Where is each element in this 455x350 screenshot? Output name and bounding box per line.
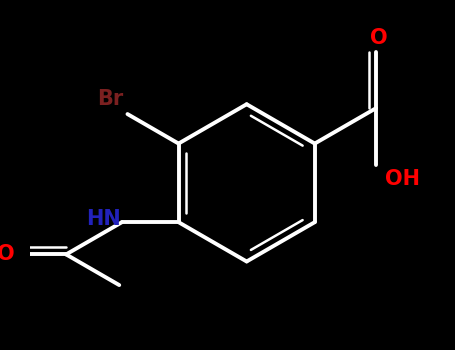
Text: OH: OH: [385, 169, 420, 189]
Text: O: O: [0, 244, 15, 264]
Text: HN: HN: [86, 209, 121, 229]
Text: Br: Br: [97, 89, 124, 109]
Text: O: O: [370, 28, 388, 48]
